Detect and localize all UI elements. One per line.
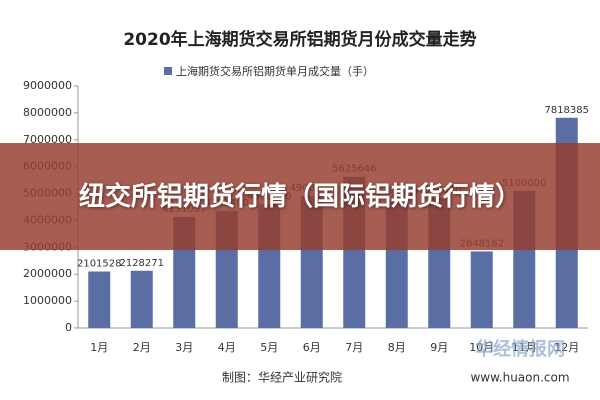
bar: [88, 271, 111, 328]
x-tick-label: 4月: [218, 341, 236, 354]
x-tick-label: 2月: [133, 341, 151, 354]
watermark: 华经情报网: [475, 338, 565, 360]
source: 制图：华经产业研究院: [222, 370, 342, 385]
y-tick-label: 8000000: [23, 106, 72, 119]
legend-swatch: [164, 67, 172, 75]
value-label: 2101528: [77, 258, 122, 269]
website: www.huaon.com: [470, 371, 569, 385]
banner-text: 纽交所铝期货行情（国际铝期货行情）: [78, 181, 521, 212]
value-label: 7818385: [544, 105, 589, 116]
y-tick-label: 1000000: [23, 294, 72, 307]
y-tick-label: 9000000: [23, 79, 72, 92]
x-tick-label: 1月: [90, 341, 108, 354]
chart-title: 2020年上海期货交易所铝期货月份成交量走势: [123, 29, 476, 50]
x-tick-label: 11月: [512, 341, 537, 354]
bar: [130, 270, 153, 328]
legend-label: 上海期货交易所铝期货单月成交量（手）: [176, 64, 374, 78]
x-tick-label: 9月: [430, 341, 448, 354]
x-tick-label: 5月: [260, 341, 278, 354]
x-tick-label: 3月: [175, 341, 193, 354]
x-tick-label: 10月: [469, 341, 494, 354]
banner: 纽交所铝期货行情（国际铝期货行情）: [0, 143, 600, 250]
y-tick-label: 0: [65, 321, 72, 334]
bar: [470, 251, 493, 328]
x-tick-label: 6月: [303, 341, 321, 354]
y-tick-label: 2000000: [23, 267, 72, 280]
x-tick-label: 7月: [345, 341, 363, 354]
x-tick-label: 12月: [554, 341, 579, 354]
value-label: 2128271: [119, 258, 164, 269]
x-tick-label: 8月: [388, 341, 406, 354]
y-tick-label: 7000000: [23, 133, 72, 146]
